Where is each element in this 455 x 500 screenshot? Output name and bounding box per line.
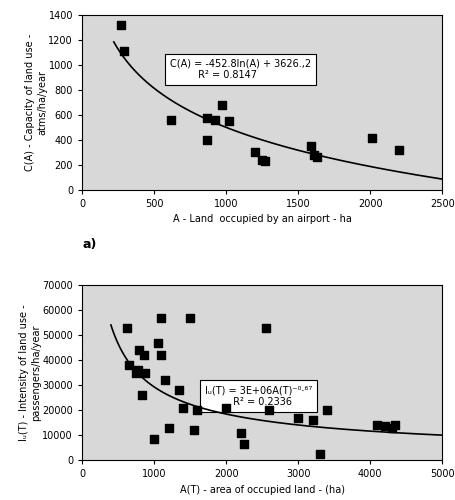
Text: C(A) = -452.8ln(A) + 3626.,2
         R² = 0.8147: C(A) = -452.8ln(A) + 3626.,2 R² = 0.8147 [170, 58, 310, 80]
Point [313, 153, 320, 161]
Point [125, 362, 132, 370]
Point [218, 100, 225, 108]
Point [211, 116, 218, 124]
Point [120, 47, 127, 55]
Y-axis label: C(A) - Capacity of land use -
atms/ha/year: C(A) - Capacity of land use - atms/ha/ye… [25, 34, 47, 171]
Point [308, 416, 316, 424]
Point [222, 404, 229, 411]
Point [165, 424, 172, 432]
Point [265, 406, 273, 414]
Point [157, 314, 165, 322]
Point [310, 150, 317, 158]
Point [193, 406, 201, 414]
Point [190, 426, 197, 434]
Point [203, 136, 211, 143]
Point [323, 406, 330, 414]
Point [140, 352, 147, 360]
Point [380, 422, 388, 430]
Point [134, 366, 142, 374]
Point [307, 142, 314, 150]
Point [161, 376, 168, 384]
Point [225, 117, 232, 125]
X-axis label: A - Land  occupied by an airport - ha: A - Land occupied by an airport - ha [172, 214, 351, 224]
Point [237, 428, 244, 436]
Point [179, 404, 186, 411]
X-axis label: A(T) - area of occupied land - (ha): A(T) - area of occupied land - (ha) [179, 484, 344, 494]
Point [167, 116, 175, 124]
Point [387, 424, 394, 432]
Point [132, 368, 139, 376]
Point [138, 391, 145, 399]
Point [240, 440, 248, 448]
Point [186, 314, 193, 322]
Text: a): a) [82, 238, 96, 252]
Point [141, 368, 148, 376]
Text: Iᵤ(T) = 3E+06A(T)⁻⁰⋅⁶⁷
         R² = 0.2336: Iᵤ(T) = 3E+06A(T)⁻⁰⋅⁶⁷ R² = 0.2336 [204, 385, 311, 407]
Point [150, 435, 157, 443]
Point [258, 156, 265, 164]
Point [391, 421, 398, 429]
Point [251, 148, 258, 156]
Point [373, 421, 380, 429]
Point [315, 450, 323, 458]
Point [262, 324, 269, 332]
Point [117, 21, 124, 29]
Point [123, 324, 130, 332]
Point [394, 146, 402, 154]
Point [135, 346, 142, 354]
Point [367, 134, 374, 142]
Y-axis label: Iᵤ(T) - Intensity of land use -
passengers/ha/year: Iᵤ(T) - Intensity of land use - passenge… [19, 304, 41, 441]
Point [175, 386, 182, 394]
Point [157, 352, 165, 360]
Point [261, 158, 268, 166]
Point [154, 339, 161, 347]
Point [294, 414, 301, 422]
Point [203, 114, 211, 122]
